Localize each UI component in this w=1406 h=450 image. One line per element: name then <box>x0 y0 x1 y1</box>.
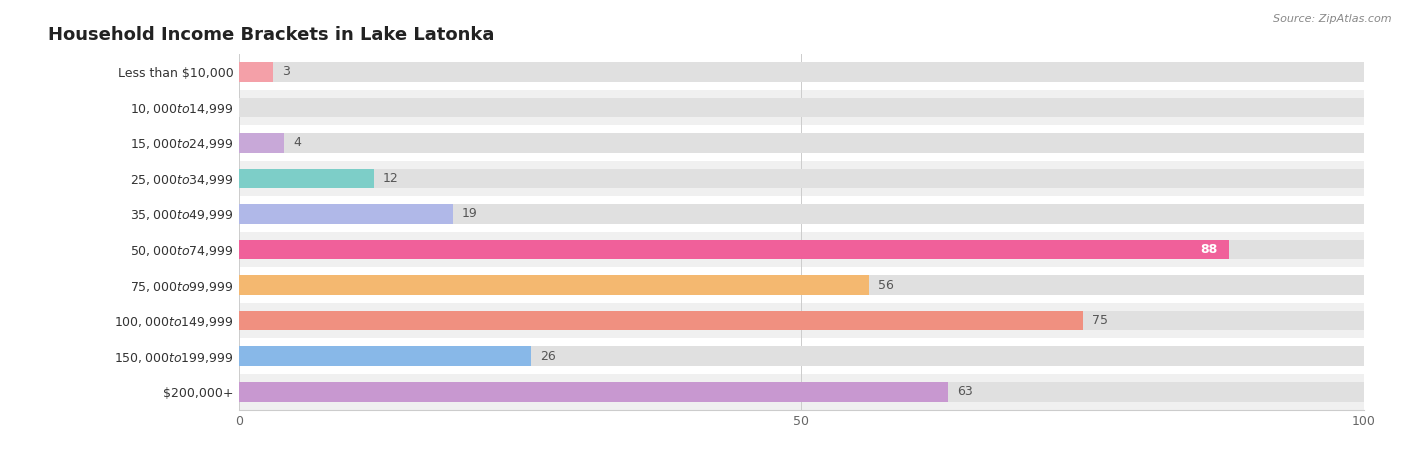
Bar <box>239 169 1364 188</box>
Text: 56: 56 <box>877 279 894 292</box>
Bar <box>239 204 453 224</box>
Bar <box>239 267 1364 303</box>
Bar <box>239 311 1364 330</box>
Bar <box>239 125 1364 161</box>
Bar <box>239 374 1364 410</box>
Text: 19: 19 <box>461 207 478 220</box>
Bar <box>239 62 273 81</box>
Bar <box>239 54 1364 90</box>
Bar <box>239 90 1364 125</box>
Bar <box>239 382 948 401</box>
Bar <box>239 346 531 366</box>
Bar <box>239 204 1364 224</box>
Bar <box>239 169 374 188</box>
Bar <box>239 133 1364 153</box>
Text: 4: 4 <box>292 136 301 149</box>
Bar <box>239 275 869 295</box>
Text: Household Income Brackets in Lake Latonka: Household Income Brackets in Lake Latonk… <box>48 26 494 44</box>
Text: 12: 12 <box>382 172 399 185</box>
Bar <box>239 133 284 153</box>
Bar <box>239 161 1364 196</box>
Bar <box>239 240 1229 259</box>
Text: 3: 3 <box>281 65 290 78</box>
Text: 63: 63 <box>956 385 973 398</box>
Text: Source: ZipAtlas.com: Source: ZipAtlas.com <box>1274 14 1392 23</box>
Bar <box>239 303 1364 338</box>
Bar <box>239 196 1364 232</box>
Bar <box>239 338 1364 374</box>
Bar <box>239 275 1364 295</box>
Bar <box>239 311 1083 330</box>
Bar <box>239 346 1364 366</box>
Bar <box>239 382 1364 401</box>
Bar <box>239 240 1364 259</box>
Text: 75: 75 <box>1091 314 1108 327</box>
Bar <box>239 98 1364 117</box>
Text: 88: 88 <box>1201 243 1218 256</box>
Bar <box>239 62 1364 81</box>
Bar <box>239 232 1364 267</box>
Text: 26: 26 <box>540 350 557 363</box>
